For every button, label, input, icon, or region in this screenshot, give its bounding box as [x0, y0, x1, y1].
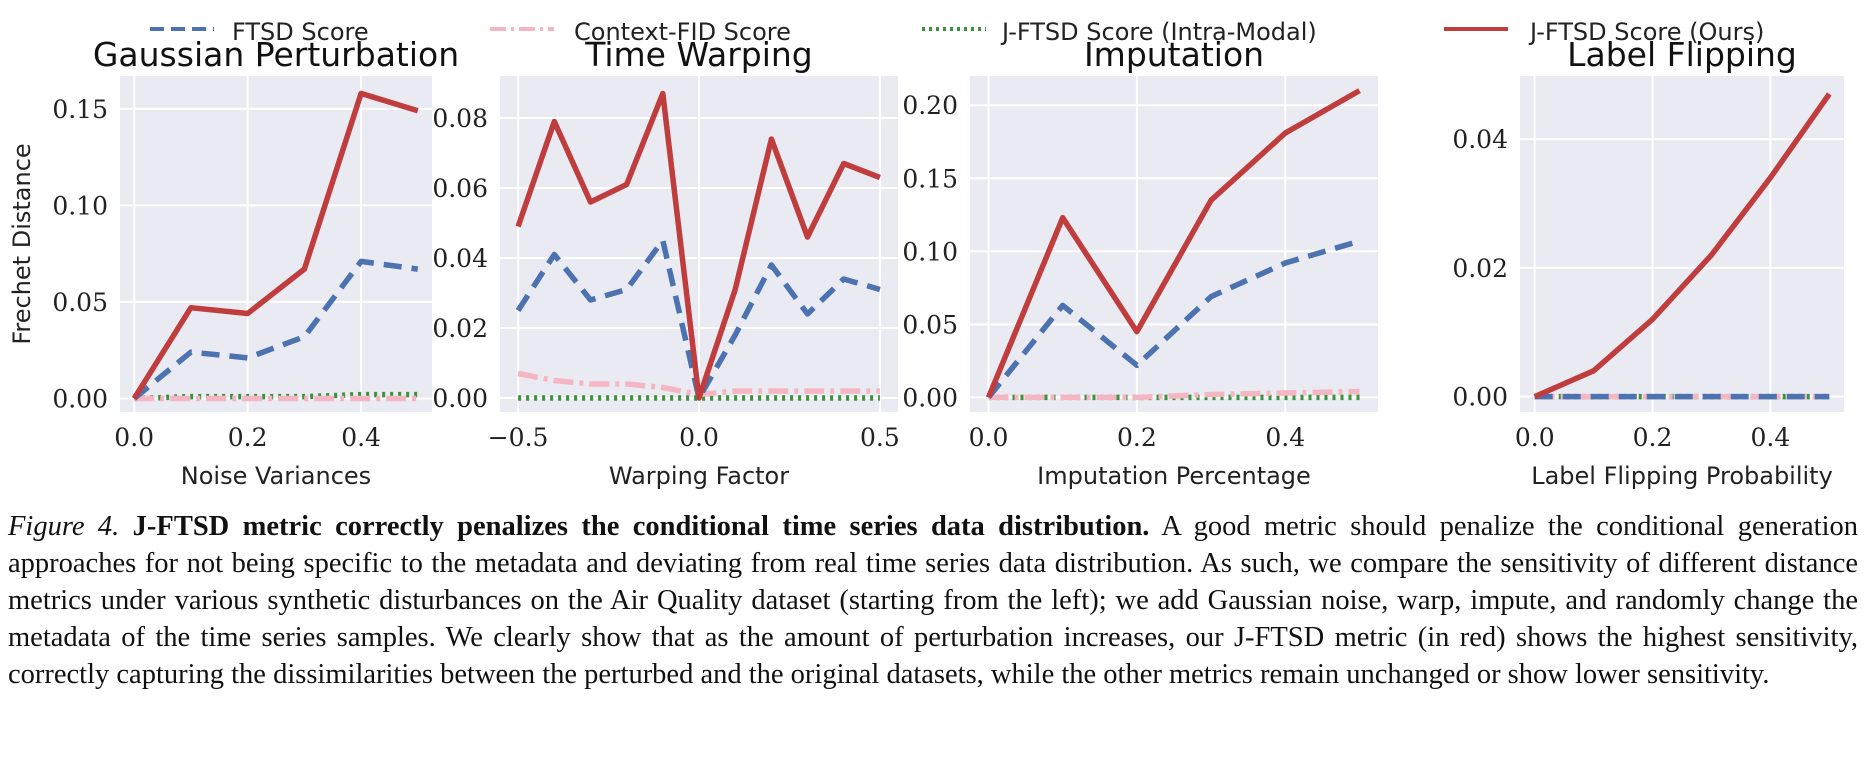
gaussian-perturbation-ytick-label-2: 0.10 [52, 191, 108, 220]
imputation-ytick-label-3: 0.15 [902, 164, 958, 193]
chart-time-warping: −0.5 0.0 0.5 0.00 0.02 0.04 0.06 0.08 Time Warpi… [432, 35, 899, 490]
label-flipping-series-ours [1533, 92, 1832, 400]
legend-entry-context-fid: Context-FID Score [490, 18, 791, 46]
legend-entry-intra-modal: J-FTSD Score (Intra-Modal) [922, 18, 1317, 46]
imputation-ytick-label-4: 0.20 [902, 91, 958, 120]
label-flipping-xtick-label-2: 0.4 [1750, 423, 1790, 452]
legend-entry-ftsd: FTSD Score [150, 18, 369, 46]
figure-4-charts: FTSD Score Context-FID Score J-FTSD Scor… [8, 18, 1844, 490]
label-flipping-xtick-label-1: 0.2 [1633, 423, 1673, 452]
imputation-ytick-label-2: 0.10 [902, 237, 958, 266]
time-warping-series-ours [515, 90, 881, 401]
imputation-xtick-label-2: 0.4 [1265, 423, 1305, 452]
legend-entry-ours: J-FTSD Score (Ours) [1444, 18, 1764, 46]
label-flipping-ytick-label-2: 0.04 [1452, 125, 1508, 154]
imputation-title: Imputation [1084, 35, 1264, 74]
legend-label-intra-modal: J-FTSD Score (Intra-Modal) [1000, 18, 1317, 46]
gaussian-perturbation-ytick-label-1: 0.05 [52, 288, 108, 317]
imputation-plot-area [970, 76, 1378, 412]
time-warping-xtick-label-0: −0.5 [488, 423, 549, 452]
gaussian-perturbation-xtick-label-1: 0.2 [228, 423, 268, 452]
chart-imputation: 0.0 0.2 0.4 0.00 0.05 0.10 0.15 0.20 Imputation I… [902, 35, 1378, 490]
time-warping-ytick-label-2: 0.04 [432, 244, 488, 273]
time-warping-title: Time Warping [584, 35, 813, 74]
label-flipping-xtick-label-0: 0.0 [1515, 423, 1555, 452]
imputation-series-context-fid [988, 388, 1360, 401]
gaussian-perturbation-ylabel: Frechet Distance [8, 143, 36, 344]
chart-label-flipping: 0.0 0.2 0.4 0.00 0.02 0.04 Label Flipping Label… [1452, 35, 1844, 490]
gaussian-perturbation-series-ours [131, 90, 419, 400]
imputation-xlabel: Imputation Percentage [1037, 462, 1311, 490]
caption-body: A good metric should penalize the condit… [8, 511, 1858, 690]
label-flipping-xlabel: Label Flipping Probability [1531, 462, 1833, 490]
caption-label: Figure 4. [8, 511, 120, 542]
gaussian-perturbation-ytick-label-0: 0.00 [52, 384, 108, 413]
gaussian-perturbation-xtick-label-2: 0.4 [341, 423, 381, 452]
imputation-xtick-label-0: 0.0 [969, 423, 1009, 452]
label-flipping-ytick-label-1: 0.02 [1452, 254, 1508, 283]
time-warping-ytick-label-1: 0.02 [432, 314, 488, 343]
time-warping-xtick-label-1: 0.0 [679, 423, 719, 452]
imputation-ytick-label-0: 0.00 [902, 383, 958, 412]
label-flipping-ytick-label-0: 0.00 [1452, 383, 1508, 412]
legend-label-context-fid: Context-FID Score [574, 18, 791, 46]
chart-gaussian-perturbation: 0.0 0.2 0.4 0.00 0.05 0.10 0.15 Gaussian Pertur… [8, 35, 459, 490]
caption-title: J-FTSD metric correctly penalizes the co… [132, 511, 1150, 542]
label-flipping-plot-area [1520, 76, 1844, 412]
gaussian-perturbation-ytick-label-3: 0.15 [52, 95, 108, 124]
label-flipping-title: Label Flipping [1567, 35, 1797, 74]
time-warping-ytick-label-4: 0.08 [432, 104, 488, 133]
gaussian-perturbation-plot-area [120, 76, 432, 412]
chart-panels: 0.0 0.2 0.4 0.00 0.05 0.10 0.15 Gaussian Pertur… [8, 35, 1844, 490]
time-warping-ytick-label-3: 0.06 [432, 174, 488, 203]
imputation-ytick-label-1: 0.05 [902, 310, 958, 339]
gaussian-perturbation-title: Gaussian Perturbation [93, 35, 459, 74]
figure-caption: Figure 4. J-FTSD metric correctly penali… [8, 508, 1858, 693]
imputation-series-ftsd [986, 238, 1361, 400]
imputation-xtick-label-1: 0.2 [1117, 423, 1157, 452]
legend: FTSD Score Context-FID Score J-FTSD Scor… [150, 18, 1764, 46]
time-warping-ytick-label-0: 0.00 [432, 384, 488, 413]
time-warping-xtick-label-2: 0.5 [860, 423, 900, 452]
gaussian-perturbation-xtick-label-0: 0.0 [114, 423, 154, 452]
legend-label-ours: J-FTSD Score (Ours) [1528, 18, 1764, 46]
imputation-series-ours [985, 88, 1361, 399]
gaussian-perturbation-series-ftsd [132, 258, 419, 401]
gaussian-perturbation-xlabel: Noise Variances [181, 462, 371, 490]
legend-label-ftsd: FTSD Score [232, 18, 369, 46]
time-warping-xlabel: Warping Factor [609, 462, 789, 490]
